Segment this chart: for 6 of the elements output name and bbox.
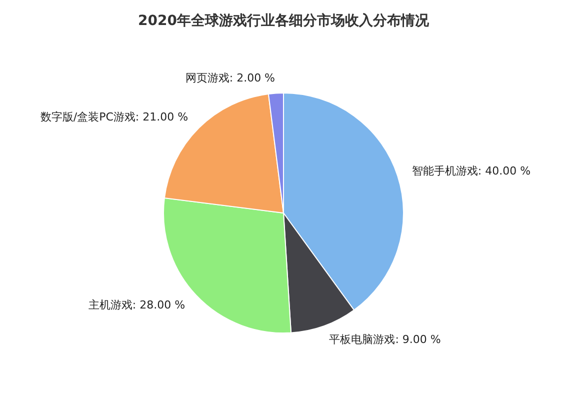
slice-label: 智能手机游戏: 40.00 % [412,164,531,178]
slice-label: 网页游戏: 2.00 % [185,71,276,84]
chart-title: 2020年全球游戏行业各细分市场收入分布情况 [138,12,430,29]
slice-label: 数字版/盒装PC游戏: 21.00 % [40,110,188,124]
slice-label: 主机游戏: 28.00 % [88,298,186,312]
slice-label: 平板电脑游戏: 9.00 % [329,333,441,346]
